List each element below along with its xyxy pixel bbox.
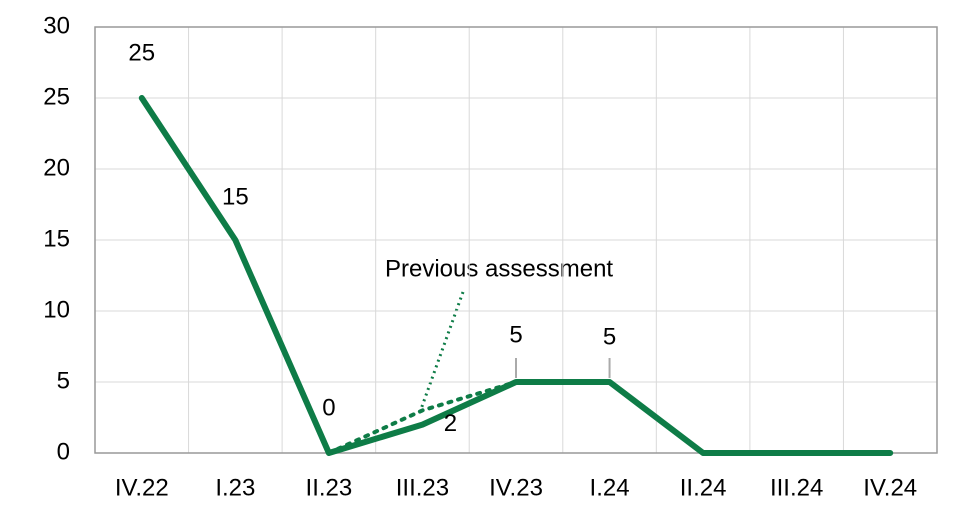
- plot-border: [94, 26, 938, 454]
- y-tick-label: 30: [43, 12, 70, 39]
- data-label: 2: [444, 410, 457, 437]
- data-label: 25: [128, 39, 155, 66]
- annotation: Previous assessment: [385, 255, 613, 282]
- x-tick-label: II.23: [306, 474, 353, 501]
- y-tick-label: 0: [57, 438, 70, 465]
- x-tick-label: II.24: [680, 474, 727, 501]
- data-label: 15: [222, 183, 249, 210]
- data-label: 5: [603, 323, 616, 350]
- y-tick-label: 5: [57, 367, 70, 394]
- y-tick-label: 25: [43, 83, 70, 110]
- annotation-leader: [418, 291, 465, 413]
- x-tick-label: III.24: [770, 474, 823, 501]
- x-tick-label: I.23: [215, 474, 255, 501]
- line-previous: [326, 380, 518, 455]
- line-current: [138, 95, 894, 456]
- y-tick-label: 15: [43, 225, 70, 252]
- data-label: 0: [322, 394, 335, 421]
- x-tick-label: IV.22: [115, 474, 169, 501]
- y-tick-label: 10: [43, 296, 70, 323]
- x-tick-label: I.24: [590, 474, 630, 501]
- x-tick-label: III.23: [396, 474, 449, 501]
- x-tick-label: IV.23: [489, 474, 543, 501]
- x-tick-label: IV.24: [863, 474, 917, 501]
- y-tick-label: 20: [43, 154, 70, 181]
- data-label: 5: [509, 321, 522, 348]
